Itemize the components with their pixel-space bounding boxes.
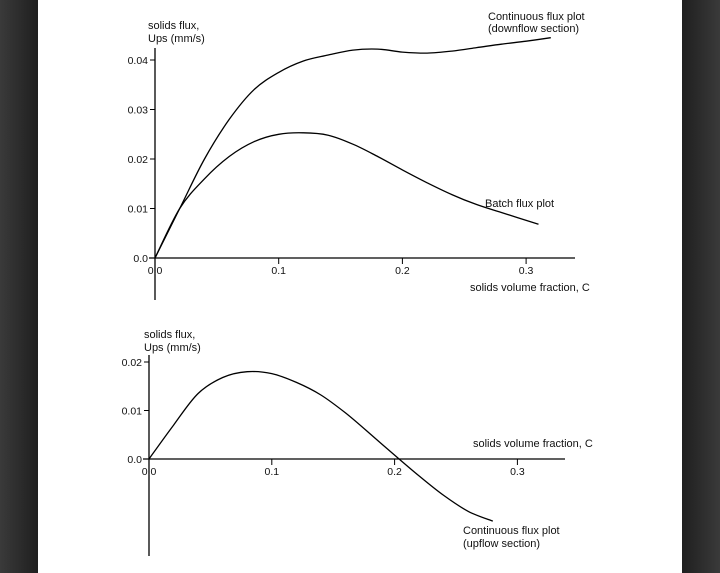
chart-1-y-tick-label-2: 0.02 [122,357,143,369]
window-border-right [682,0,720,573]
chart-0-y-tick-label-1: 0.01 [128,204,149,216]
chart-0-y-tick-label-2: 0.02 [128,154,149,166]
chart-top-series-0-label-line1: Continuous flux plot [488,11,585,23]
chart-0-y-tick-label-4: 0.04 [128,55,149,67]
figure-svg: solids flux, Ups (mm/s) solids volume fr… [122,11,593,556]
chart-top-ylabel-line1: solids flux, [148,20,199,32]
window-border-left [0,0,38,573]
chart-bottom-ylabel-line2: Ups (mm/s) [144,342,201,354]
chart-top-series-0-label-line2: (downflow section) [488,23,579,35]
chart-top-ylabel-line2: Ups (mm/s) [148,33,205,45]
chart-0-y-tick-label-3: 0.03 [128,105,149,117]
chart-0-x-tick-label-1: 0.1 [271,265,286,277]
chart-1-x-tick-label-0: 0.0 [142,466,157,478]
chart-0-x-tick-label-2: 0.2 [395,265,410,277]
chart-top: solids flux, Ups (mm/s) solids volume fr… [128,11,590,300]
chart-1-x-tick-label-1: 0.1 [264,466,279,478]
chart-top-xlabel: solids volume fraction, C [470,282,590,294]
chart-0-x-tick-label-3: 0.3 [519,265,534,277]
chart-1-x-tick-label-3: 0.3 [510,466,525,478]
chart-bottom-xlabel: solids volume fraction, C [473,438,593,450]
chart-bottom-ylabel-line1: solids flux, [144,329,195,341]
figure-page: solids flux, Ups (mm/s) solids volume fr… [38,0,682,573]
chart-0-y-tick-label-0: 0.0 [133,253,148,265]
chart-1-x-tick-label-2: 0.2 [387,466,402,478]
chart-0-series-1-line [154,132,539,259]
chart-0-series-0-line [154,37,551,259]
chart-top-series-1-label: Batch flux plot [485,198,554,210]
chart-bottom-series-0-label-line1: Continuous flux plot [463,525,560,537]
chart-0-x-tick-label-0: 0.0 [148,265,163,277]
chart-1-series-0-line [148,370,494,522]
chart-bottom: solids flux, Ups (mm/s) solids volume fr… [122,329,593,556]
chart-bottom-series-0-label-line2: (upflow section) [463,538,540,550]
chart-1-y-tick-label-0: 0.0 [127,454,142,466]
chart-1-y-tick-label-1: 0.01 [122,406,143,418]
